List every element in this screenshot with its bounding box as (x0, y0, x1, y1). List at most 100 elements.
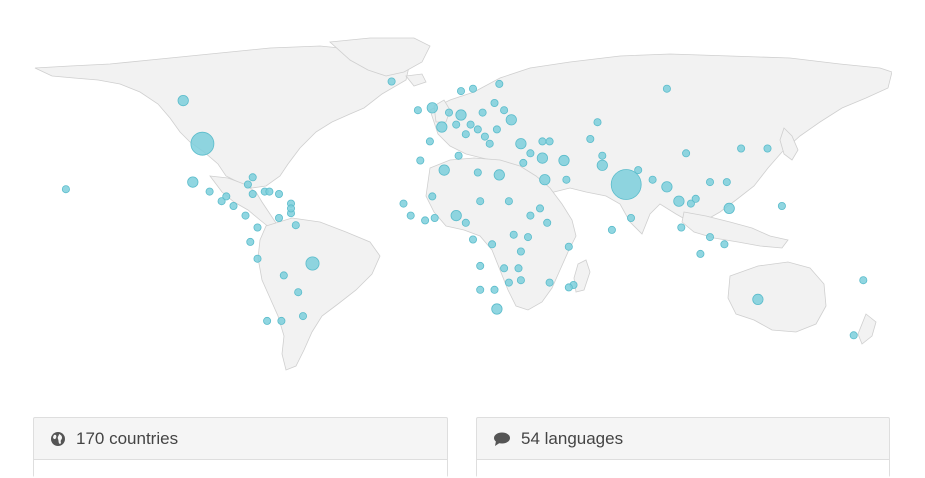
map-marker[interactable] (274, 189, 283, 198)
map-marker[interactable] (450, 210, 462, 222)
map-marker[interactable] (248, 173, 257, 182)
map-marker[interactable] (461, 218, 470, 227)
map-marker[interactable] (294, 288, 303, 297)
map-marker[interactable] (691, 194, 700, 203)
map-marker[interactable] (473, 125, 482, 134)
map-marker[interactable] (627, 213, 636, 222)
map-marker[interactable] (526, 211, 535, 220)
map-marker[interactable] (253, 223, 262, 232)
map-marker[interactable] (607, 225, 616, 234)
map-marker[interactable] (476, 197, 485, 206)
map-marker[interactable] (399, 199, 408, 208)
map-marker[interactable] (558, 154, 570, 167)
map-marker[interactable] (598, 151, 607, 160)
map-marker[interactable] (492, 125, 501, 134)
map-marker[interactable] (425, 137, 434, 146)
map-marker[interactable] (205, 187, 214, 196)
map-marker[interactable] (248, 189, 257, 198)
map-marker[interactable] (523, 233, 532, 242)
map-marker[interactable] (515, 138, 527, 150)
map-marker[interactable] (706, 233, 715, 242)
map-marker[interactable] (277, 316, 286, 325)
map-marker[interactable] (535, 204, 544, 213)
map-marker[interactable] (500, 106, 509, 115)
map-marker[interactable] (514, 264, 523, 273)
map-marker[interactable] (593, 118, 602, 127)
map-marker[interactable] (416, 156, 425, 165)
map-marker[interactable] (706, 178, 715, 187)
map-marker[interactable] (291, 221, 300, 230)
map-marker[interactable] (413, 106, 422, 115)
map-marker[interactable] (763, 144, 772, 153)
map-marker[interactable] (190, 131, 215, 156)
map-marker[interactable] (476, 285, 485, 294)
map-marker[interactable] (490, 99, 499, 108)
map-marker[interactable] (661, 181, 673, 193)
map-marker[interactable] (243, 180, 252, 189)
map-marker[interactable] (305, 256, 320, 271)
map-marker[interactable] (490, 285, 499, 294)
map-marker[interactable] (526, 149, 535, 158)
map-marker[interactable] (495, 79, 504, 88)
map-marker[interactable] (686, 199, 695, 208)
map-marker[interactable] (662, 84, 671, 93)
map-marker[interactable] (610, 169, 642, 200)
map-marker[interactable] (504, 278, 513, 287)
map-marker[interactable] (673, 195, 685, 207)
map-marker[interactable] (286, 204, 295, 213)
map-marker[interactable] (229, 201, 238, 210)
map-marker[interactable] (241, 211, 250, 220)
map-marker[interactable] (421, 216, 430, 225)
map-marker[interactable] (406, 211, 415, 220)
map-marker[interactable] (279, 271, 288, 280)
map-marker[interactable] (430, 213, 439, 222)
map-marker[interactable] (720, 240, 729, 249)
map-marker[interactable] (493, 169, 505, 181)
map-marker[interactable] (516, 276, 525, 285)
map-marker[interactable] (509, 230, 518, 239)
map-marker[interactable] (849, 331, 858, 340)
map-marker[interactable] (473, 168, 482, 177)
map-marker[interactable] (488, 240, 497, 249)
map-marker[interactable] (696, 249, 705, 258)
map-marker[interactable] (274, 213, 283, 222)
map-marker[interactable] (253, 254, 262, 263)
map-marker[interactable] (545, 137, 554, 146)
map-marker[interactable] (461, 130, 470, 139)
map-marker[interactable] (246, 237, 255, 246)
map-marker[interactable] (217, 197, 226, 206)
map-marker[interactable] (452, 120, 461, 129)
map-marker[interactable] (263, 316, 272, 325)
map-marker[interactable] (586, 135, 595, 144)
map-marker[interactable] (538, 137, 547, 146)
map-marker[interactable] (265, 187, 274, 196)
map-marker[interactable] (648, 175, 657, 184)
map-marker[interactable] (456, 87, 465, 96)
map-marker[interactable] (562, 175, 571, 184)
map-marker[interactable] (737, 144, 746, 153)
map-marker[interactable] (564, 242, 573, 251)
map-marker[interactable] (485, 139, 494, 148)
map-marker[interactable] (468, 84, 477, 93)
map-marker[interactable] (444, 108, 453, 117)
map-marker[interactable] (466, 120, 475, 129)
map-marker[interactable] (436, 121, 448, 133)
map-marker[interactable] (454, 151, 463, 160)
map-marker[interactable] (545, 278, 554, 287)
map-marker[interactable] (777, 201, 786, 210)
map-marker[interactable] (177, 94, 189, 107)
map-marker[interactable] (61, 185, 70, 194)
map-marker[interactable] (476, 261, 485, 270)
map-marker[interactable] (426, 102, 438, 114)
map-marker[interactable] (298, 312, 307, 321)
map-marker[interactable] (480, 132, 489, 141)
map-marker[interactable] (682, 149, 691, 158)
map-marker[interactable] (723, 202, 735, 214)
map-marker[interactable] (387, 77, 396, 86)
map-marker[interactable] (478, 108, 487, 117)
map-marker[interactable] (516, 247, 525, 256)
map-marker[interactable] (752, 293, 764, 305)
map-marker[interactable] (722, 178, 731, 187)
map-marker[interactable] (543, 218, 552, 227)
map-marker[interactable] (504, 197, 513, 206)
